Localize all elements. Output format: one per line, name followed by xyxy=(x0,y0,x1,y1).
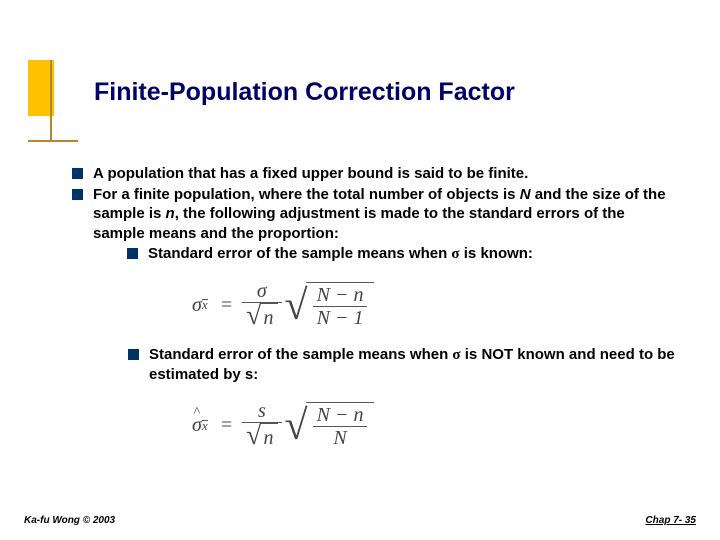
numerator: σ xyxy=(253,280,271,302)
sqrt-fpc: √ N − n N xyxy=(285,402,375,449)
sqrt-body: n xyxy=(260,423,278,451)
fraction: N − n N − 1 xyxy=(313,284,368,329)
sqrt-fpc: √ N − n N − 1 xyxy=(285,282,375,329)
bullet-square-icon xyxy=(72,168,83,179)
formula-2: σx = s √n √ N − n N xyxy=(192,400,680,451)
sigma-symbol: σ xyxy=(451,246,459,262)
sub-bullet-text: Standard error of the sample means when … xyxy=(148,244,680,264)
variable-N: N xyxy=(520,186,531,203)
accent-line-vertical xyxy=(50,60,52,142)
denominator: √n xyxy=(242,423,281,451)
bullet-square-icon xyxy=(72,189,83,200)
bullet-item: A population that has a fixed upper boun… xyxy=(72,164,680,183)
formula-1: σx = σ √n √ N − n N − 1 xyxy=(192,280,680,331)
sub-bullet-item: Standard error of the sample means when … xyxy=(127,244,680,264)
formula-lhs-sigma-hat: σ xyxy=(192,413,202,439)
slide-body: A population that has a fixed upper boun… xyxy=(72,164,680,465)
text-fragment: Standard error of the sample means when xyxy=(148,245,451,262)
bullet-text: For a finite population, where the total… xyxy=(93,185,680,264)
sqrt-icon: √ xyxy=(246,302,261,330)
sub-bullet-text: Standard error of the sample means when … xyxy=(149,345,680,384)
op: − xyxy=(335,404,349,426)
text-fragment: For a finite population, where the total… xyxy=(93,186,520,203)
text-fragment: Standard error of the sample means when xyxy=(149,346,452,363)
equals-sign: = xyxy=(220,413,234,439)
numerator: N − n xyxy=(313,404,368,426)
formula-lhs-sub: x xyxy=(202,418,208,435)
sigma-symbol: σ xyxy=(452,347,460,363)
bullet-item: For a finite population, where the total… xyxy=(72,185,680,264)
denominator: N − 1 xyxy=(313,307,368,329)
var: N xyxy=(317,284,330,306)
text-fragment: is known: xyxy=(460,245,533,262)
op: − xyxy=(335,307,349,329)
fraction: σ √n xyxy=(242,280,281,331)
equals-sign: = xyxy=(220,293,234,319)
var: 1 xyxy=(353,307,363,329)
bullet-square-icon xyxy=(127,248,138,259)
denominator: √n xyxy=(242,303,281,331)
var: n xyxy=(353,284,363,306)
footer-copyright: Ka-fu Wong © 2003 xyxy=(24,515,115,526)
denominator: N xyxy=(329,427,350,449)
numerator: s xyxy=(254,400,270,422)
var: n xyxy=(353,404,363,426)
sub-bullet-item: Standard error of the sample means when … xyxy=(128,345,680,384)
accent-line-horizontal xyxy=(28,140,78,142)
op: − xyxy=(335,284,349,306)
fraction: N − n N xyxy=(313,404,368,449)
sqrt-icon: √ xyxy=(246,422,261,450)
slide-title: Finite-Population Correction Factor xyxy=(94,78,515,107)
var: N xyxy=(317,404,330,426)
sqrt-icon: √ xyxy=(285,285,308,327)
numerator: N − n xyxy=(313,284,368,306)
footer-page-number: Chap 7- 35 xyxy=(645,515,696,526)
var: N xyxy=(317,307,330,329)
bullet-square-icon xyxy=(128,349,139,360)
fraction: s √n xyxy=(242,400,281,451)
sqrt-body: n xyxy=(260,303,278,331)
formula-lhs-sigma: σ xyxy=(192,293,202,319)
bullet-text: A population that has a fixed upper boun… xyxy=(93,164,680,183)
variable-n: n xyxy=(166,205,175,222)
formula-lhs-sub: x xyxy=(202,297,208,314)
sqrt-icon: √ xyxy=(285,405,308,447)
